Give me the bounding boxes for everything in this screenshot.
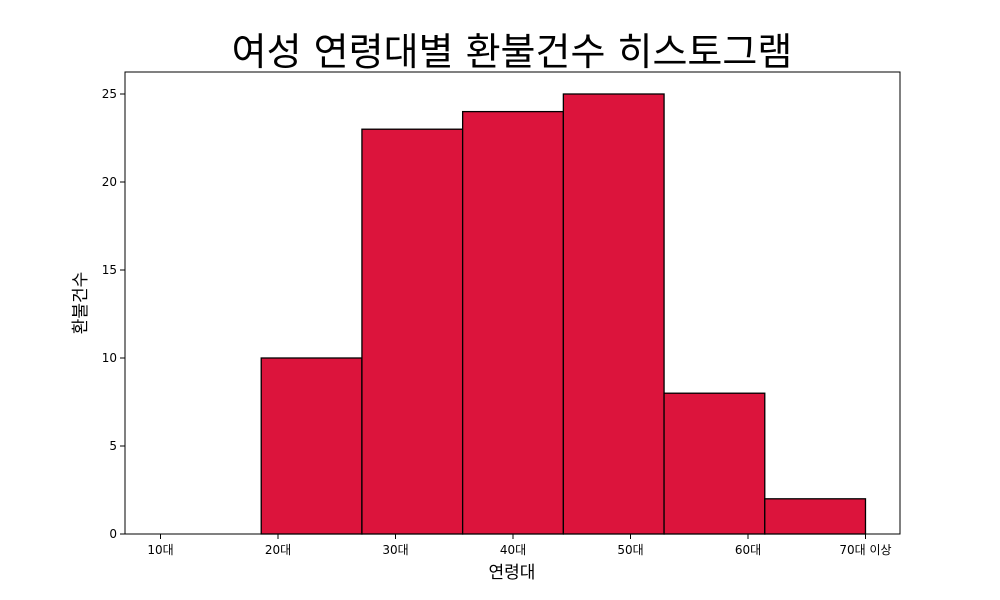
chart-title: 여성 연령대별 환불건수 히스토그램 [232,30,793,74]
y-tick-label: 15 [102,263,117,277]
bar-60대 [663,392,766,535]
x-tick-label: 70대 이상 [839,543,891,557]
y-tick-label: 10 [102,351,117,365]
x-axis: 10대 20대 30대 40대 50대 60대 70대 이상 [147,534,892,557]
x-tick-label: 40대 [500,543,526,557]
y-tick-label: 20 [102,175,117,189]
x-tick-label: 10대 [147,543,173,557]
bar-50대 [562,93,665,535]
x-tick-label: 50대 [617,543,643,557]
y-tick-label: 0 [109,527,117,541]
bar-40대 [461,110,565,535]
bar-70대 이상 [764,498,867,535]
x-axis-title: 연령대 [489,563,536,583]
y-tick-label: 5 [109,439,117,453]
bar-20대 [260,357,363,535]
y-tick-label: 25 [102,87,117,101]
x-tick-label: 30대 [382,543,408,557]
bars-group [260,93,867,535]
x-tick-label: 20대 [265,543,291,557]
plot-frame [124,71,901,535]
y-axis-title: 환불건수 [71,272,91,335]
y-axis: 0 5 10 15 20 25 [102,87,125,541]
x-tick-label: 60대 [735,543,761,557]
bar-30대 [361,128,464,535]
